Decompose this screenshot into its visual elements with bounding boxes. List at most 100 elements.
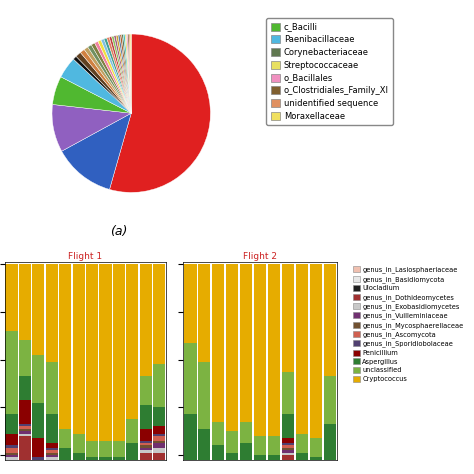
Bar <box>153 264 165 365</box>
Bar <box>184 343 197 414</box>
Bar <box>254 455 266 474</box>
Bar <box>240 472 252 474</box>
Bar <box>86 441 98 457</box>
Bar <box>32 460 45 462</box>
Bar <box>198 362 210 429</box>
Bar <box>282 443 294 446</box>
Bar <box>310 264 322 438</box>
Bar <box>73 264 85 434</box>
Bar <box>32 264 45 355</box>
Bar <box>46 448 58 450</box>
Bar <box>32 355 45 402</box>
Bar <box>32 469 45 472</box>
Bar <box>240 421 252 443</box>
Wedge shape <box>61 59 131 113</box>
Wedge shape <box>129 34 131 113</box>
Bar <box>296 264 308 434</box>
Wedge shape <box>114 36 131 113</box>
Bar <box>5 453 18 455</box>
Bar <box>19 424 31 427</box>
Bar <box>212 264 224 421</box>
Bar <box>198 264 210 362</box>
Bar <box>19 340 31 376</box>
Bar <box>32 472 45 474</box>
Bar <box>226 453 238 474</box>
Bar <box>32 465 45 469</box>
Wedge shape <box>118 35 131 113</box>
Wedge shape <box>107 37 131 113</box>
Bar <box>5 448 18 453</box>
Bar <box>153 436 165 441</box>
Bar <box>268 264 280 436</box>
Bar <box>282 455 294 462</box>
Title: Flight 2: Flight 2 <box>243 252 277 261</box>
Bar <box>140 450 152 453</box>
Bar <box>153 472 165 474</box>
Bar <box>5 264 18 331</box>
Bar <box>153 427 165 434</box>
Wedge shape <box>95 41 131 113</box>
Bar <box>86 264 98 441</box>
Bar <box>324 460 336 467</box>
Bar <box>100 457 111 474</box>
Bar <box>153 453 165 472</box>
Bar <box>19 429 31 431</box>
Bar <box>46 414 58 443</box>
Bar <box>127 462 138 469</box>
Bar <box>226 264 238 431</box>
Bar <box>240 264 252 421</box>
Bar <box>19 434 31 436</box>
Bar <box>282 372 294 414</box>
Wedge shape <box>88 45 131 113</box>
Bar <box>19 264 31 340</box>
Bar <box>324 469 336 472</box>
Bar <box>140 441 152 443</box>
Wedge shape <box>98 40 131 113</box>
Bar <box>46 264 58 362</box>
Bar <box>282 438 294 443</box>
Bar <box>5 414 18 434</box>
Bar <box>140 446 152 448</box>
Bar <box>240 443 252 465</box>
Bar <box>296 434 308 453</box>
Bar <box>198 429 210 472</box>
Wedge shape <box>104 38 131 113</box>
Bar <box>127 469 138 472</box>
Bar <box>5 457 18 462</box>
Bar <box>127 472 138 474</box>
Bar <box>19 376 31 400</box>
Bar <box>198 472 210 474</box>
Wedge shape <box>130 34 131 113</box>
Bar <box>59 472 71 474</box>
Bar <box>59 429 71 448</box>
Bar <box>153 448 165 453</box>
Bar <box>32 462 45 465</box>
Bar <box>19 427 31 429</box>
Bar <box>282 448 294 450</box>
Bar <box>32 457 45 460</box>
Bar <box>324 424 336 460</box>
Bar <box>282 462 294 467</box>
Wedge shape <box>109 36 131 113</box>
Bar <box>140 264 152 376</box>
Wedge shape <box>116 35 131 113</box>
Wedge shape <box>120 35 131 113</box>
Bar <box>282 446 294 448</box>
Bar <box>153 407 165 427</box>
Bar <box>140 448 152 450</box>
Bar <box>140 376 152 405</box>
Wedge shape <box>62 113 131 190</box>
Bar <box>324 467 336 469</box>
Bar <box>32 402 45 438</box>
Bar <box>5 446 18 448</box>
Bar <box>184 414 197 462</box>
Bar <box>46 362 58 414</box>
Bar <box>282 450 294 453</box>
Bar <box>324 472 336 474</box>
Bar <box>100 264 111 441</box>
Bar <box>46 453 58 455</box>
Wedge shape <box>52 104 131 151</box>
Bar <box>310 457 322 474</box>
Bar <box>19 431 31 434</box>
Bar <box>127 419 138 443</box>
